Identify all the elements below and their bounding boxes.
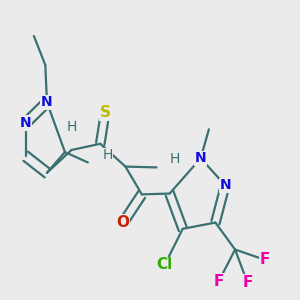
- Text: H: H: [66, 120, 77, 134]
- Text: H: H: [102, 148, 113, 162]
- Text: N: N: [41, 95, 53, 109]
- Text: S: S: [100, 105, 111, 120]
- Text: F: F: [242, 275, 253, 290]
- Text: F: F: [214, 274, 224, 289]
- Text: N: N: [195, 151, 206, 165]
- Text: N: N: [20, 116, 32, 130]
- Text: Cl: Cl: [157, 257, 173, 272]
- Text: H: H: [169, 152, 180, 166]
- Text: F: F: [260, 252, 270, 267]
- Text: O: O: [117, 215, 130, 230]
- Text: N: N: [219, 178, 231, 192]
